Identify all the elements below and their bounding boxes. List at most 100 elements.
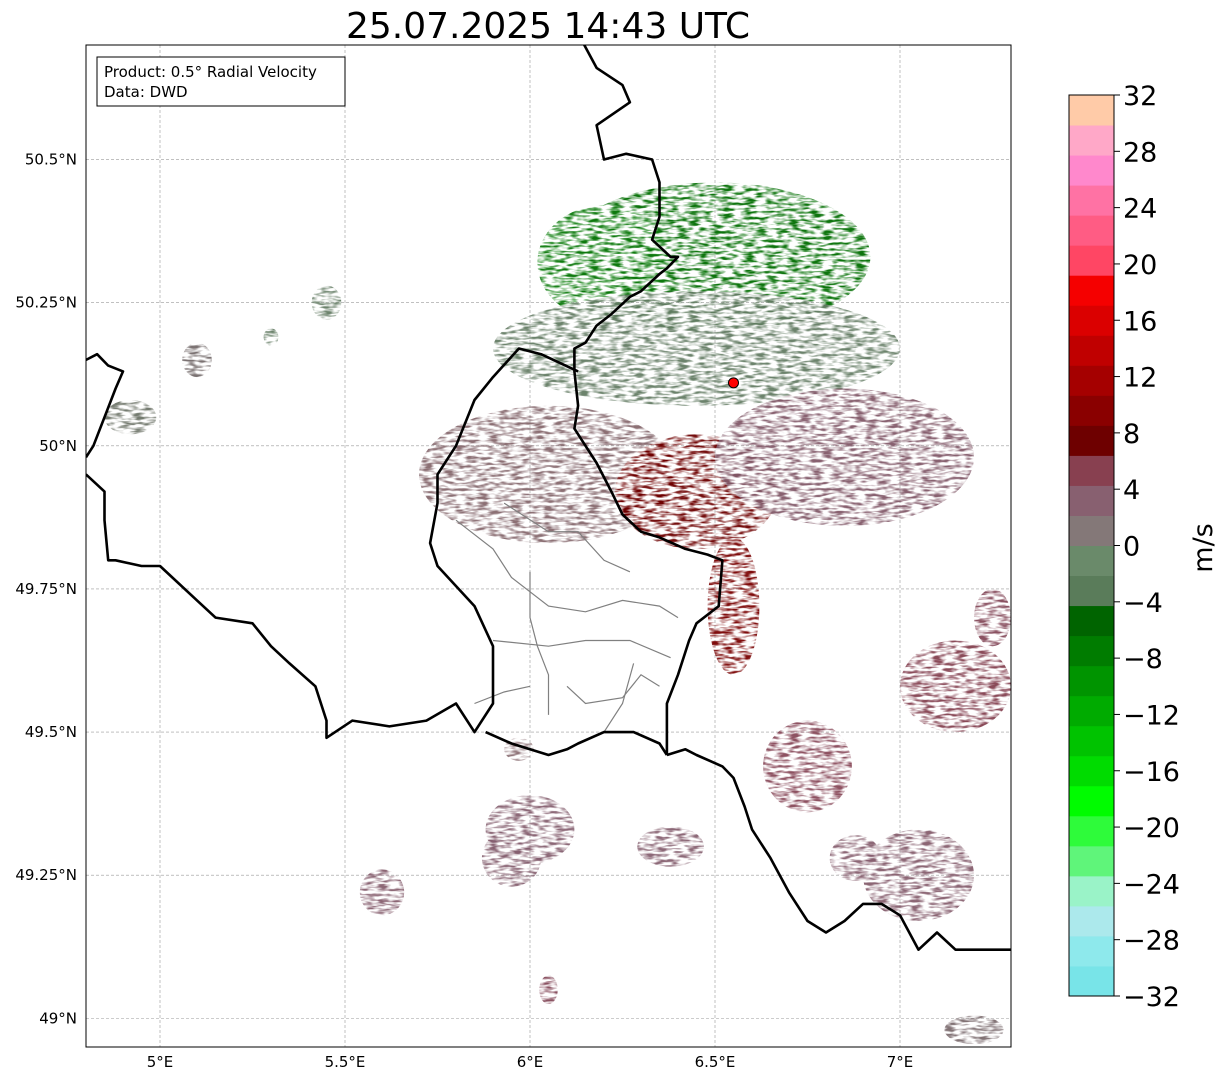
colorbar-swatch <box>1069 425 1114 456</box>
colorbar-swatch <box>1069 635 1114 667</box>
colorbar-label: m/s <box>1188 523 1219 572</box>
colorbar-swatch <box>1069 695 1114 727</box>
echo-region-cell-belgium-2 <box>182 342 212 378</box>
colorbar-tick-label: 0 <box>1123 532 1140 563</box>
echo-region-cell-east-2 <box>974 588 1011 647</box>
echo-region-cell-belgium-4 <box>263 328 279 346</box>
colorbar-tick-label: 4 <box>1123 475 1140 506</box>
echo-region-cell-far-southeast <box>944 1015 1004 1045</box>
admin-border-line <box>603 663 635 733</box>
admin-border-line <box>474 685 531 705</box>
colorbar-swatch <box>1069 305 1114 336</box>
colorbar-swatches <box>1069 95 1114 997</box>
colorbar-tick-labels: 32 28 24 20 16 12 8 4 0 −4 −8 −12 −16 −20 −24 −28 −32 <box>1114 81 1180 1013</box>
colorbar-swatch <box>1069 485 1114 516</box>
lon-tick-label: 6°E <box>517 1053 544 1071</box>
lon-tick-label: 5°E <box>147 1053 174 1071</box>
colorbar-tick-label: −20 <box>1123 813 1180 844</box>
colorbar-swatch <box>1069 155 1114 186</box>
colorbar-tick-label: −16 <box>1123 757 1180 788</box>
colorbar-swatch <box>1069 455 1114 486</box>
colorbar-swatch <box>1069 875 1114 907</box>
country-border-line <box>573 45 724 755</box>
lon-tick-label: 6.5°E <box>695 1053 736 1071</box>
colorbar-tick-label: 8 <box>1123 419 1140 450</box>
echo-region-weak-outbound-west <box>419 405 678 544</box>
echo-region-cell-southeast-2 <box>863 829 974 922</box>
echo-region-cell-belgium-1 <box>311 285 342 320</box>
echo-region-cell-belgium-3 <box>104 399 157 435</box>
colorbar-swatch <box>1069 965 1114 997</box>
colorbar-swatch <box>1069 95 1114 126</box>
colorbar-swatch <box>1069 785 1114 817</box>
country-border-line <box>86 347 579 740</box>
colorbar-swatch <box>1069 515 1114 546</box>
map-borders <box>86 45 1011 952</box>
colorbar-swatch <box>1069 545 1114 577</box>
colorbar-swatch <box>1069 815 1114 847</box>
colorbar-tick-label: −28 <box>1123 926 1180 957</box>
country-border-line <box>666 747 1011 952</box>
colorbar-tick-label: 32 <box>1123 81 1157 112</box>
lat-tick-label: 50.5°N <box>25 151 77 169</box>
info-box-product: Product: 0.5° Radial Velocity <box>104 63 317 81</box>
echo-region-cell-southeast-1 <box>763 720 852 813</box>
admin-border-line <box>455 519 679 619</box>
colorbar-swatch <box>1069 725 1114 757</box>
colorbar-swatch <box>1069 365 1114 396</box>
lat-tick-label: 49.25°N <box>15 866 77 884</box>
colorbar-tick-label: −24 <box>1123 869 1180 900</box>
echo-region-cell-south-4 <box>539 975 558 1005</box>
colorbar: 32 28 24 20 16 12 8 4 0 −4 −8 −12 −16 −20 −24 −28 −32 m/… <box>1068 81 1219 1013</box>
chart-title: 25.07.2025 14:43 UTC <box>346 6 750 47</box>
colorbar-swatch <box>1069 395 1114 426</box>
admin-border-line <box>492 639 671 659</box>
echo-region-weak-inbound-ring <box>493 291 900 406</box>
lon-tick-label: 7°E <box>887 1053 914 1071</box>
colorbar-swatch <box>1069 845 1114 877</box>
colorbar-tick-label: 12 <box>1123 363 1157 394</box>
colorbar-tick-label: −32 <box>1123 982 1180 1013</box>
colorbar-swatch <box>1069 215 1114 246</box>
echo-region-cell-south-2 <box>481 829 542 887</box>
colorbar-swatch <box>1069 755 1114 787</box>
colorbar-swatch <box>1069 665 1114 697</box>
colorbar-swatch <box>1069 935 1114 967</box>
lat-tick-label: 50.25°N <box>15 294 77 312</box>
echo-region-inbound-northwest <box>537 205 671 320</box>
colorbar-swatch <box>1069 185 1114 216</box>
admin-border-line <box>566 674 660 705</box>
admin-border-line <box>503 502 631 573</box>
colorbar-tick-label: 24 <box>1123 194 1157 225</box>
info-box: Product: 0.5° Radial Velocity Data: DWD <box>96 56 346 107</box>
colorbar-tick-label: 20 <box>1123 250 1157 281</box>
colorbar-swatch <box>1069 905 1114 937</box>
echo-region-weak-outbound-east <box>715 388 974 526</box>
colorbar-swatch <box>1069 575 1114 607</box>
echo-region-cell-east-1 <box>900 640 1011 733</box>
lat-tick-label: 49.5°N <box>25 723 77 741</box>
lon-tick-label: 5.5°E <box>325 1053 366 1071</box>
echo-region-cell-sw-1 <box>359 869 405 916</box>
echo-region-cell-southeast-3 <box>829 835 882 881</box>
colorbar-tick-label: −4 <box>1123 588 1163 619</box>
country-border-line <box>485 730 668 757</box>
colorbar-swatch <box>1069 335 1114 366</box>
radar-site-marker[interactable] <box>728 377 739 389</box>
colorbar-tick-label: 28 <box>1123 137 1157 168</box>
colorbar-tick-label: 16 <box>1123 306 1157 337</box>
info-box-source: Data: DWD <box>104 83 188 101</box>
colorbar-tick-label: −12 <box>1123 700 1180 731</box>
latitude-tick-labels: 50.5°N 50.25°N 50°N 49.75°N 49.5°N 49.25°N 49°… <box>15 151 77 1028</box>
admin-border-line <box>529 571 550 715</box>
map-frame <box>85 44 1012 1048</box>
echo-region-cell-south-3 <box>637 826 704 867</box>
colorbar-swatch <box>1069 125 1114 156</box>
colorbar-swatch <box>1069 275 1114 306</box>
longitude-tick-labels: 5°E 5.5°E 6°E 6.5°E 7°E <box>147 1053 914 1071</box>
lat-tick-label: 49°N <box>39 1009 77 1027</box>
lat-tick-label: 49.75°N <box>15 580 77 598</box>
colorbar-swatch <box>1069 605 1114 637</box>
lat-tick-label: 50°N <box>39 437 77 455</box>
